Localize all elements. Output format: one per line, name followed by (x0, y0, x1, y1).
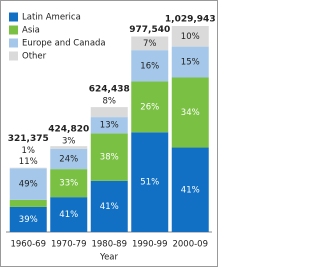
bar-segment (90, 107, 128, 118)
x-tick-label: 1980-89 (91, 240, 127, 250)
value-label: 41% (59, 210, 78, 220)
bar-segment (131, 50, 169, 82)
bar-segment (9, 206, 47, 232)
legend-swatch (9, 51, 18, 61)
total-label: 624,438 (89, 85, 130, 95)
chart: Year Latin America Asia Europe and Canada O… (0, 0, 218, 267)
value-label: 51% (140, 178, 159, 188)
bar-segment (171, 147, 209, 232)
legend-label: Other (22, 52, 47, 62)
value-label: 10% (181, 32, 200, 42)
value-label: 49% (19, 180, 38, 190)
value-label: 24% (59, 154, 78, 164)
value-label: 38% (100, 153, 119, 163)
value-label: 11% (19, 157, 38, 167)
value-label: 41% (181, 185, 200, 195)
value-label: 3% (62, 137, 76, 147)
value-label: 7% (143, 39, 157, 49)
legend-swatch (9, 38, 18, 48)
bar-segment (90, 117, 128, 134)
value-label: 8% (103, 97, 117, 107)
legend-label: Asia (22, 26, 40, 36)
bar-segment (131, 36, 169, 51)
bar-segment (131, 132, 169, 232)
total-label: 977,540 (129, 25, 170, 35)
legend-label: Europe and Canada (22, 39, 106, 49)
value-label: 15% (181, 58, 200, 68)
value-label: 16% (140, 61, 159, 71)
bar-segment (9, 167, 47, 169)
bar-segment (171, 26, 209, 47)
bar-segment (50, 197, 88, 232)
value-label: 34% (181, 108, 200, 118)
legend-swatch (9, 12, 18, 22)
bar-segment (131, 81, 169, 133)
bar-segment (50, 146, 88, 149)
bar-segment (50, 148, 88, 170)
value-label: 1% (22, 146, 36, 156)
bar-segment (50, 169, 88, 198)
value-label: 13% (100, 121, 119, 131)
x-axis-label: Year (99, 253, 119, 263)
value-label: 33% (59, 179, 78, 189)
x-tick-label: 2000-09 (172, 240, 208, 250)
x-tick-label: 1990-99 (132, 240, 168, 250)
bar-segment (90, 180, 128, 232)
total-label: 424,820 (48, 125, 89, 135)
value-label: 26% (140, 102, 159, 112)
bar-segment (9, 199, 47, 207)
value-label: 41% (100, 202, 119, 212)
legend-swatch (9, 25, 18, 35)
legend-label: Latin America (22, 13, 81, 23)
bar-segment (90, 133, 128, 181)
total-label: 321,375 (8, 134, 49, 144)
x-tick-label: 1970-79 (51, 240, 87, 250)
value-label: 39% (19, 215, 38, 225)
bar-segment (171, 46, 209, 78)
bar-segment (171, 77, 209, 148)
total-label: 1,029,943 (165, 15, 216, 25)
bar-segment (9, 168, 47, 200)
x-tick-label: 1960-69 (10, 240, 46, 250)
